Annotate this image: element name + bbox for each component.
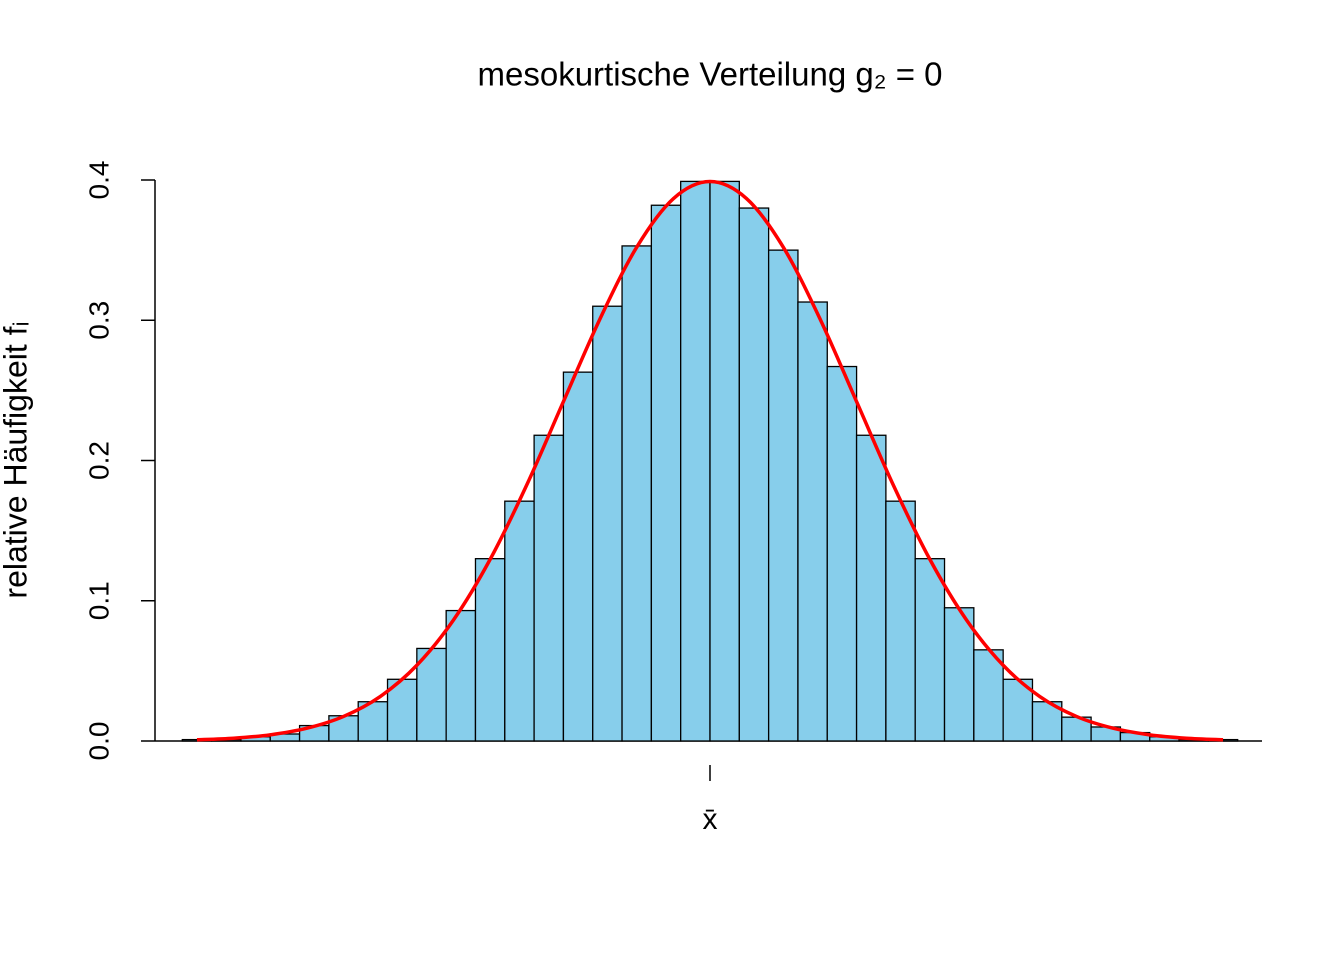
bar bbox=[738, 207, 770, 742]
y-tick-label: 0.2 bbox=[83, 441, 114, 480]
x-tick-label: x̄ bbox=[703, 803, 718, 836]
bar bbox=[943, 607, 975, 742]
bar bbox=[797, 301, 828, 742]
bar bbox=[767, 249, 799, 742]
bar bbox=[621, 245, 653, 742]
y-tick-label: 0.0 bbox=[83, 722, 114, 761]
chart-title: mesokurtische Verteilung g₂ = 0 bbox=[478, 56, 943, 93]
density-curve bbox=[196, 179, 1224, 742]
bar bbox=[709, 180, 740, 742]
bar bbox=[592, 305, 623, 742]
bar bbox=[474, 558, 506, 742]
bar bbox=[533, 434, 565, 742]
bar bbox=[504, 500, 535, 742]
bar bbox=[562, 371, 594, 742]
y-tick-label: 0.4 bbox=[83, 161, 114, 200]
bar bbox=[650, 204, 682, 742]
bar bbox=[885, 500, 916, 742]
bar bbox=[973, 649, 1004, 742]
bar bbox=[445, 609, 477, 742]
bar bbox=[826, 365, 858, 742]
y-tick-label: 0.3 bbox=[83, 301, 114, 340]
bar bbox=[855, 434, 887, 742]
bar bbox=[680, 180, 711, 742]
bar bbox=[914, 558, 946, 742]
y-axis-label: relative Häufigkeit fᵢ bbox=[0, 321, 33, 598]
y-tick-label: 0.1 bbox=[83, 581, 114, 620]
